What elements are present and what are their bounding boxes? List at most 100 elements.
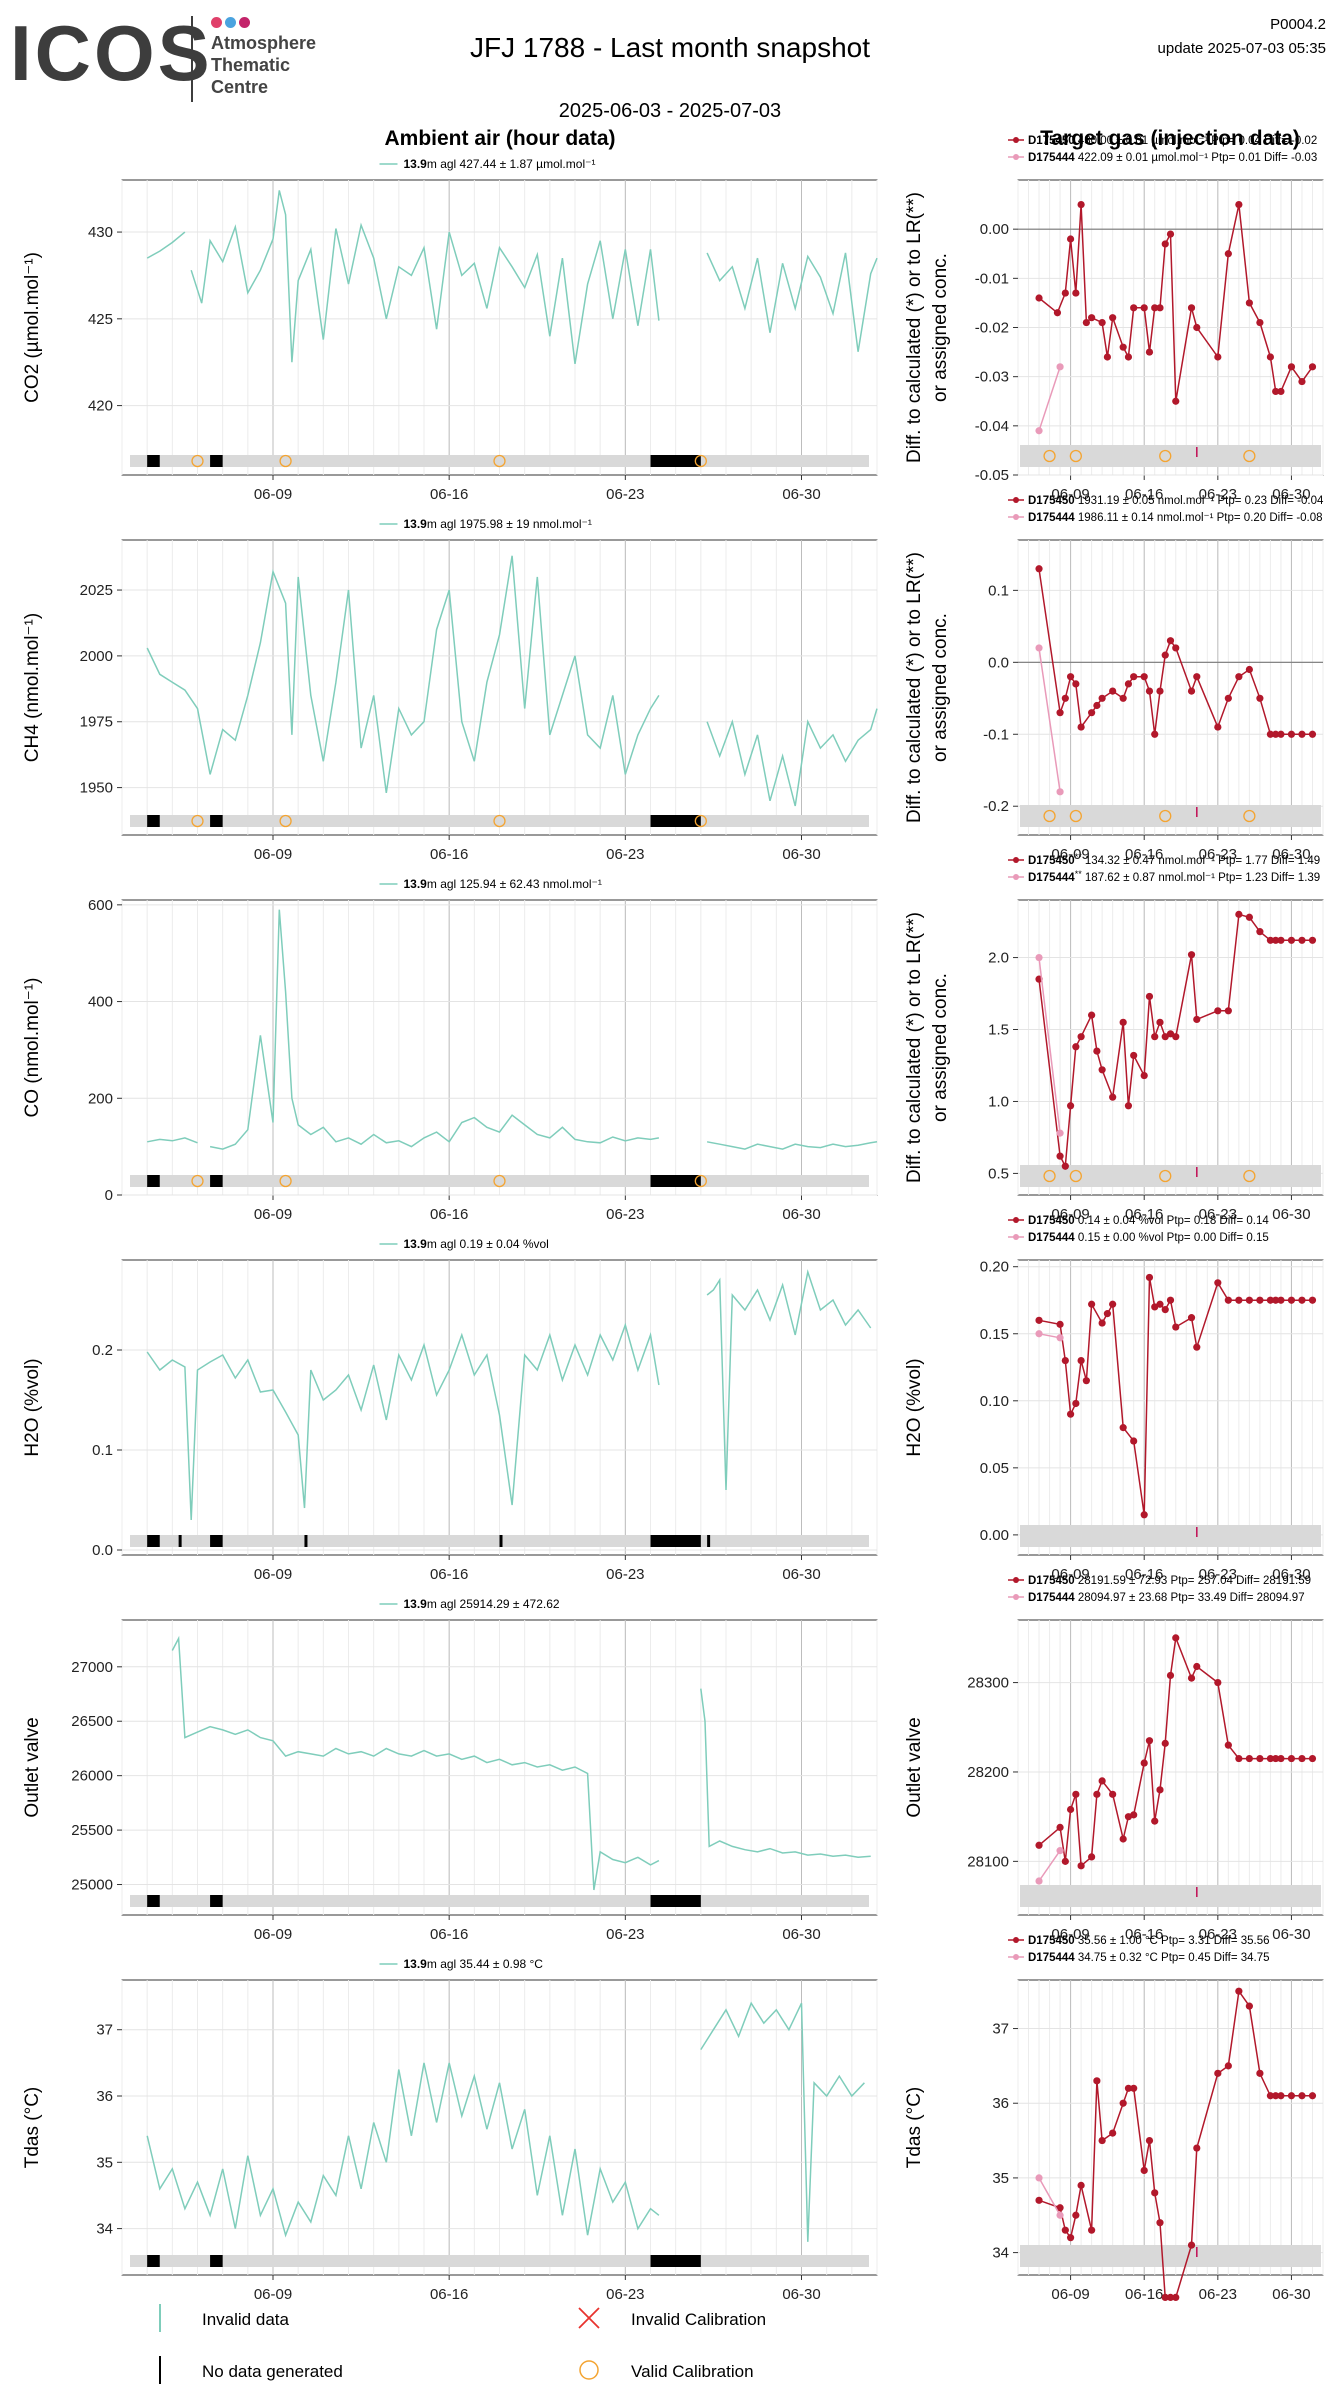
valid-calibration-mark <box>1243 1169 1256 1183</box>
valid-calibration-mark <box>1159 809 1172 823</box>
y-axis-label: Diff. to calculated (*) or to LR(**) <box>904 552 925 823</box>
valid-calibration-mark <box>694 814 707 828</box>
ambient-chart: 06-09 06-16 06-23 06-30 34 35 36 37 Tdas (°C) 13.… <box>22 1957 878 2303</box>
valid-calibration-mark <box>1159 449 1172 463</box>
target-point <box>1224 1741 1232 1749</box>
ambient-series-line <box>700 1688 871 1859</box>
target-point <box>1156 687 1164 695</box>
target-point <box>1193 1662 1201 1671</box>
target-legend: D175450 28191.59 ± 72.93 Ptp= 257.04 Dif… <box>1028 1575 1311 1587</box>
target-point <box>1235 1987 1243 1995</box>
x-tick-label: 06-30 <box>1272 846 1310 863</box>
legend-swatch-dot <box>1013 874 1019 880</box>
ambient-series-line <box>706 1141 878 1150</box>
x-tick-label: 06-23 <box>1199 1206 1237 1223</box>
target-point <box>1061 289 1069 297</box>
x-tick-label: 06-09 <box>254 486 292 503</box>
target-point <box>1172 2293 1180 2302</box>
y-tick-label: -0.2 <box>983 798 1009 815</box>
legend-text: m agl 35.44 ± 0.98 °C <box>427 1957 543 1971</box>
target-column-title: Target gas (injection data) <box>1040 127 1300 150</box>
flag-band <box>130 815 869 827</box>
ambient-series-line <box>706 708 878 807</box>
x-tick-label: 06-09 <box>254 1206 292 1223</box>
target-point <box>1277 1296 1285 1304</box>
target-point <box>1272 1296 1280 1304</box>
flag-band <box>130 1895 869 1907</box>
target-point <box>1061 1857 1069 1865</box>
target-point <box>1140 304 1148 312</box>
target-point <box>1151 304 1159 312</box>
x-tick-label: 06-23 <box>1199 846 1237 863</box>
legend-height: 13.9 <box>404 157 428 171</box>
y-tick-label: 1.5 <box>988 1022 1009 1039</box>
target-point <box>1088 709 1096 717</box>
ambient-legend: 13.9m agl 125.94 ± 62.43 nmol.mol⁻¹ <box>404 877 602 891</box>
target-point <box>1056 1152 1064 1160</box>
target-point <box>1066 673 1075 681</box>
target-series-line <box>1038 366 1061 432</box>
legend-text: m agl 1975.98 ± 19 nmol.mol⁻¹ <box>427 517 592 531</box>
target-point <box>1056 1129 1064 1137</box>
target-point <box>1156 1300 1164 1308</box>
x-tick-label: 06-30 <box>782 486 820 503</box>
y-tick-label: -0.05 <box>975 467 1009 484</box>
target-point <box>1119 694 1127 702</box>
target-point <box>1287 936 1296 944</box>
target-point <box>1098 694 1106 702</box>
target-point <box>1214 353 1222 361</box>
ambient-series-line <box>146 231 186 259</box>
legend-text: 28094.97 ± 23.68 Ptp= 33.49 Diff= 28094.… <box>1075 1592 1305 1604</box>
target-point <box>1082 1377 1090 1385</box>
target-point <box>1151 1817 1159 1825</box>
target-point <box>1266 1754 1275 1763</box>
no-data-mark <box>147 1175 160 1187</box>
ambient-legend: 13.9m agl 35.44 ± 0.98 °C <box>404 1957 544 1971</box>
y-tick-label: 0.00 <box>980 221 1009 238</box>
logo-dot-magenta <box>239 17 250 28</box>
target-legend: D175450 0.14 ± 0.04 %vol Ptp= 0.18 Diff=… <box>1028 1215 1269 1227</box>
target-point <box>1193 2144 1201 2152</box>
legend-cylinder-id: D175444 <box>1028 1232 1075 1244</box>
target-point <box>1156 304 1164 312</box>
y-tick-label: 36 <box>992 2095 1009 2112</box>
valid-calibration-mark <box>279 1174 292 1188</box>
target-point <box>1298 377 1306 386</box>
target-point <box>1172 644 1180 652</box>
y-tick-label: 37 <box>96 2022 113 2039</box>
target-point <box>1035 644 1043 652</box>
y-tick-label: -0.04 <box>975 418 1009 435</box>
target-point <box>1214 1007 1222 1015</box>
date-range: 2025-06-03 - 2025-07-03 <box>558 100 782 122</box>
target-point <box>1161 1033 1169 1041</box>
target-point <box>1130 1811 1138 1819</box>
x-tick-label: 06-16 <box>430 1926 468 1943</box>
target-point <box>1077 1862 1085 1870</box>
target-point <box>1109 1300 1117 1308</box>
target-point <box>1061 694 1069 702</box>
x-tick-label: 06-16 <box>1125 1566 1163 1583</box>
target-point <box>1193 323 1201 332</box>
target-point <box>1308 363 1317 371</box>
target-point <box>1298 1754 1306 1763</box>
target-point <box>1056 363 1064 371</box>
target-point <box>1088 2226 1096 2234</box>
y-tick-label: 425 <box>88 311 113 328</box>
x-tick-label: 06-30 <box>1272 1926 1310 1943</box>
y-tick-label: 28200 <box>967 1764 1009 1781</box>
no-data-mark <box>147 1895 160 1907</box>
update-timestamp: update 2025-07-03 05:35 <box>1157 40 1326 57</box>
target-point <box>1298 730 1306 738</box>
y-tick-label: 34 <box>96 2221 113 2238</box>
target-point <box>1193 673 1201 681</box>
x-tick-label: 06-16 <box>1125 1206 1163 1223</box>
valid-calibration-mark <box>493 454 506 468</box>
target-point <box>1245 299 1253 307</box>
target-point <box>1277 387 1285 396</box>
target-point <box>1072 1043 1080 1051</box>
target-point <box>1077 1033 1085 1041</box>
x-tick-label: 06-23 <box>1199 486 1237 503</box>
target-point <box>1277 730 1285 738</box>
y-tick-label: -0.03 <box>975 369 1009 386</box>
